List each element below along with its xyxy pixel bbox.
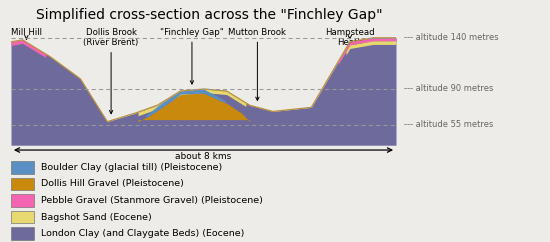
FancyBboxPatch shape [11, 178, 34, 190]
Text: Boulder Clay (glacial till) (Pleistocene): Boulder Clay (glacial till) (Pleistocene… [41, 163, 222, 172]
Text: --- altitude 90 metres: --- altitude 90 metres [404, 84, 494, 93]
FancyBboxPatch shape [11, 227, 34, 240]
Text: Dollis Hill Gravel (Pleistocene): Dollis Hill Gravel (Pleistocene) [41, 180, 183, 189]
Text: Mill Hill: Mill Hill [11, 28, 42, 39]
FancyBboxPatch shape [11, 161, 34, 174]
Text: Dollis Brook
(River Brent): Dollis Brook (River Brent) [84, 28, 139, 114]
FancyBboxPatch shape [11, 194, 34, 207]
Text: Bagshot Sand (Eocene): Bagshot Sand (Eocene) [41, 212, 151, 221]
Text: Simplified cross-section across the "Finchley Gap": Simplified cross-section across the "Fin… [36, 8, 382, 23]
Text: Mutton Brook: Mutton Brook [228, 28, 287, 100]
Text: Hampstead
Heath: Hampstead Heath [325, 28, 375, 47]
Text: "Finchley Gap": "Finchley Gap" [160, 28, 224, 84]
Text: London Clay (and Claygate Beds) (Eocene): London Clay (and Claygate Beds) (Eocene) [41, 229, 244, 238]
Text: --- altitude 140 metres: --- altitude 140 metres [404, 33, 499, 42]
Text: Pebble Gravel (Stanmore Gravel) (Pleistocene): Pebble Gravel (Stanmore Gravel) (Pleisto… [41, 196, 262, 205]
Text: about 8 kms: about 8 kms [175, 152, 232, 161]
FancyBboxPatch shape [11, 211, 34, 223]
Text: --- altitude 55 metres: --- altitude 55 metres [404, 120, 494, 129]
